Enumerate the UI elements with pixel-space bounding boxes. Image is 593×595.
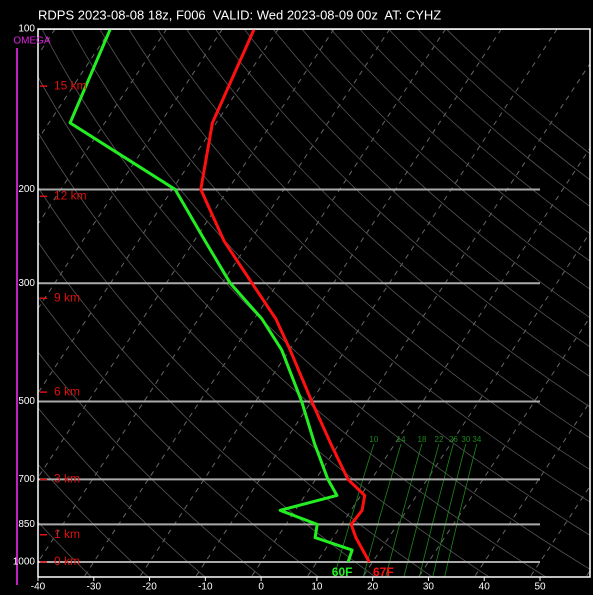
mixing-ratio-label: 22 [435, 435, 444, 444]
dry-adiabat [214, 29, 590, 378]
mixing-ratio-line [333, 443, 375, 577]
dry-adiabat [38, 76, 547, 577]
y-tick-label: 850 [18, 519, 35, 530]
mixing-ratio-label: 10 [369, 435, 378, 444]
y-tick-label: 500 [18, 396, 35, 407]
x-tick-label: 0 [258, 582, 264, 593]
mixing-ratio-label: 34 [472, 435, 481, 444]
dry-adiabat [388, 29, 590, 207]
x-tick-label: -20 [142, 582, 157, 593]
height-label: 3 km [54, 472, 80, 486]
dry-adiabat [70, 29, 590, 536]
x-tick-label: 50 [534, 582, 546, 593]
dry-adiabat [445, 29, 590, 155]
mixing-ratio-label: 14 [397, 435, 406, 444]
x-tick-label: -10 [198, 582, 213, 593]
dry-adiabat [99, 29, 590, 503]
y-tick-label: 100 [18, 24, 35, 35]
mixing-ratio-line [403, 443, 440, 577]
mixing-ratio-label: 26 [449, 435, 458, 444]
height-label: 6 km [54, 384, 80, 398]
dry-adiabat [157, 29, 590, 439]
mixing-ratio-line [432, 443, 467, 577]
dry-adiabat [38, 407, 206, 577]
dry-adiabat [128, 29, 590, 471]
dry-adiabat [359, 29, 590, 235]
x-tick-label: 30 [423, 582, 435, 593]
profile-line [199, 29, 371, 563]
frame [37, 28, 591, 578]
mixing-ratio-line [418, 443, 454, 577]
dry-adiabat [185, 29, 590, 408]
surface-label: 60F [332, 565, 353, 579]
dry-adiabat [38, 351, 263, 577]
dry-adiabat [416, 29, 590, 181]
y-tick-label: 700 [18, 474, 35, 485]
mixing-ratio-label: 18 [418, 435, 427, 444]
height-label: 1 km [54, 527, 80, 541]
height-label: 15 km [54, 78, 87, 92]
mixing-ratio-label: 30 [461, 435, 470, 444]
dry-adiabat [38, 463, 149, 577]
height-label: 9 km [54, 290, 80, 304]
dry-adiabat [38, 296, 320, 577]
mixing-ratio-line [385, 443, 423, 577]
x-tick-label: -40 [31, 582, 46, 593]
height-label: 0 km [54, 554, 80, 568]
profile-line [68, 29, 354, 563]
surface-label: 67F [373, 565, 394, 579]
dry-adiabat [272, 29, 590, 319]
x-tick-label: -30 [87, 582, 102, 593]
mixing-ratio-line [444, 443, 478, 577]
height-label: 12 km [54, 188, 87, 202]
dry-adiabat [38, 131, 490, 577]
y-tick-label: 300 [18, 278, 35, 289]
x-tick-label: 40 [479, 582, 491, 593]
plot-area [38, 29, 590, 577]
dry-adiabat [243, 29, 590, 348]
dry-adiabat [38, 186, 434, 577]
dry-adiabat [301, 29, 590, 290]
x-tick-label: 20 [367, 582, 379, 593]
dry-adiabat [330, 29, 590, 262]
dry-adiabat [38, 241, 377, 577]
y-tick-label: 200 [18, 184, 35, 195]
y-tick-label: 1000 [13, 557, 36, 568]
chart-title: RDPS 2023-08-08 18z, F006 VALID: Wed 202… [38, 7, 441, 22]
x-tick-label: 10 [311, 582, 323, 593]
omega-label: OMEGA [13, 36, 51, 47]
